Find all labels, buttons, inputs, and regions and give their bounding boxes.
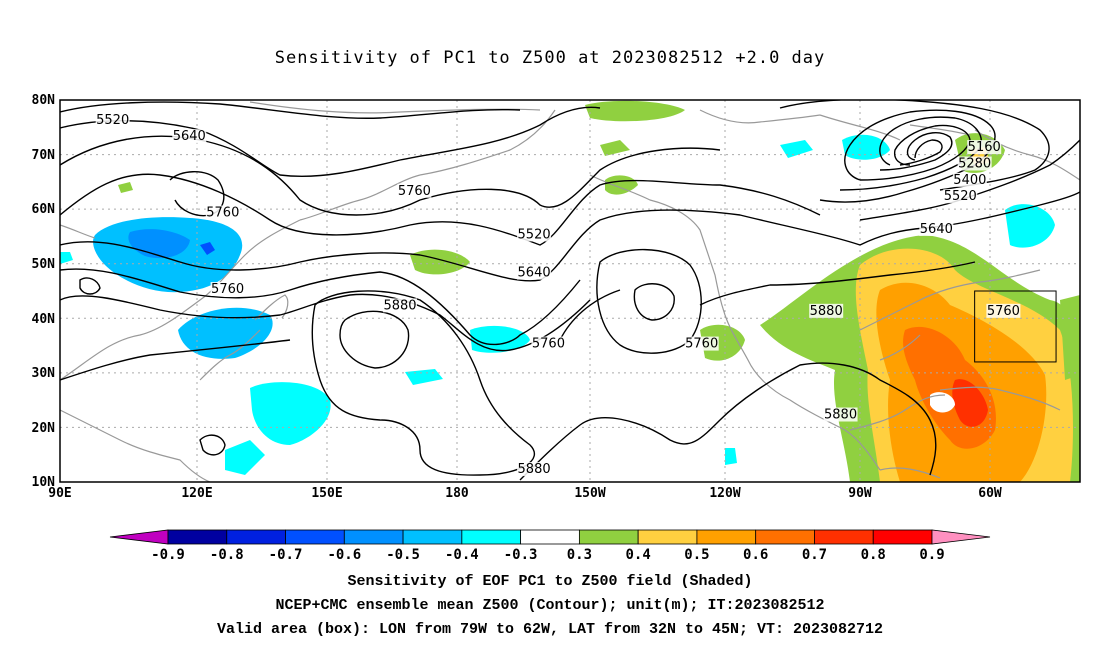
colorbar-tick-label: 0.3 xyxy=(567,547,592,563)
contour-label: 5760 xyxy=(398,184,431,199)
lat-label: 30N xyxy=(32,366,56,381)
contour-label-bg xyxy=(986,303,1021,318)
colorbar-cell xyxy=(461,529,522,545)
lon-label: 90W xyxy=(848,486,872,501)
contour-label: 5640 xyxy=(518,266,551,281)
colorbar-cell xyxy=(755,529,815,545)
colorbar-tick-label: -0.4 xyxy=(445,547,479,563)
colorbar-tick-label: 0.6 xyxy=(743,547,768,563)
colorbar: -0.9 -0.8 -0.7 -0.6 -0.5 -0.4 -0.3 0.3 0.4 0.5 0.6… xyxy=(109,529,991,563)
lat-label: 60N xyxy=(32,202,56,217)
colorbar-tick-label: 0.4 xyxy=(626,547,651,563)
lon-label: 60W xyxy=(978,486,1002,501)
longitude-axis: 90E 120E 150E 180 150W 120W 90W 60W xyxy=(48,486,1002,501)
contour-label: 5880 xyxy=(824,408,857,423)
colorbar-tick-label: -0.9 xyxy=(151,547,185,563)
lon-label: 120W xyxy=(709,486,740,501)
contour-label: 5640 xyxy=(173,129,206,144)
lon-label: 120E xyxy=(181,486,212,501)
contour-label: 5760 xyxy=(532,337,565,352)
contour-label: 5760 xyxy=(987,304,1020,319)
colorbar-tick-label: -0.5 xyxy=(386,547,420,563)
colorbar-tick-label: 0.9 xyxy=(919,547,944,563)
contour-label-bg xyxy=(95,112,130,127)
contour-label-bg xyxy=(205,205,240,220)
colorbar-right-arrow xyxy=(931,529,991,545)
z500-contours xyxy=(60,100,1080,481)
contour-label-bg xyxy=(210,282,245,296)
contour-label: 5280 xyxy=(958,156,991,171)
lat-label: 70N xyxy=(32,148,56,163)
lat-label: 10N xyxy=(32,475,56,490)
colorbar-tick-label: -0.3 xyxy=(504,547,538,563)
contour-label: 5760 xyxy=(211,282,244,297)
lat-label: 40N xyxy=(32,312,56,327)
contour-label-bg xyxy=(517,265,552,280)
contour-label-bg xyxy=(823,407,858,422)
contour-label: 5760 xyxy=(206,206,239,221)
map-frame xyxy=(59,99,1081,483)
contour-label: 5880 xyxy=(383,298,416,313)
colorbar-cell xyxy=(814,529,874,545)
contour-label-bg xyxy=(967,140,1002,155)
contour-label: 5400 xyxy=(953,173,986,188)
caption-line-3: Valid area (box): LON from 79W to 62W, L… xyxy=(216,621,884,638)
lon-label: 90E xyxy=(48,486,71,501)
contour-label: 5520 xyxy=(96,113,129,128)
lat-label: 80N xyxy=(32,93,56,108)
colorbar-cell xyxy=(226,529,286,545)
caption-line-2: NCEP+CMC ensemble mean Z500 (Contour); u… xyxy=(275,597,825,614)
contour-label-bg xyxy=(943,189,978,204)
colorbar-tick-label: 0.8 xyxy=(861,547,886,563)
contour-label: 5520 xyxy=(944,189,977,204)
colorbar-tick-label: -0.6 xyxy=(327,547,361,563)
latitude-axis: 80N 70N 60N 50N 40N 30N 20N 10N xyxy=(32,93,56,490)
colorbar-cell xyxy=(402,529,463,545)
contour-label: 5160 xyxy=(968,140,1001,155)
contour-label-bg xyxy=(383,298,417,313)
colorbar-cell xyxy=(285,529,345,545)
colorbar-tick-label: -0.8 xyxy=(210,547,244,563)
colorbar-cell xyxy=(696,529,757,545)
contour-label-bg xyxy=(684,336,719,351)
contour-labels: 5520 5640 5760 5760 5880 5520 5640 5760 5760 5760… xyxy=(95,112,1021,477)
contour-label-bg xyxy=(517,227,552,242)
colorbar-cell xyxy=(872,529,933,545)
colorbar-cell xyxy=(578,529,639,545)
lon-label: 150E xyxy=(311,486,342,501)
valid-area-box xyxy=(974,290,1057,363)
caption-line-1: Sensitivity of EOF PC1 to Z500 field (Sh… xyxy=(347,573,753,590)
lon-label: 150W xyxy=(574,486,605,501)
contour-label: 5880 xyxy=(810,304,843,319)
colorbar-tick-label: 0.7 xyxy=(802,547,827,563)
lat-label: 50N xyxy=(32,257,56,272)
contour-label-bg xyxy=(957,156,992,171)
colorbar-left-arrow xyxy=(109,529,169,545)
contour-label-bg xyxy=(517,462,552,477)
colorbar-tick-label: 0.5 xyxy=(684,547,709,563)
contour-label: 5760 xyxy=(685,337,718,352)
lon-label: 180 xyxy=(445,486,469,501)
plot-title: Sensitivity of PC1 to Z500 at 2023082512… xyxy=(274,48,826,68)
contour-label-bg xyxy=(172,129,207,144)
colorbar-cell xyxy=(520,529,580,545)
lat-label: 20N xyxy=(32,421,56,436)
contour-label-bg xyxy=(952,172,987,187)
contour-label-bg xyxy=(397,183,432,198)
contour-label-bg xyxy=(531,336,566,351)
contour-label: 5880 xyxy=(518,462,551,477)
colorbar-tick-label: -0.7 xyxy=(269,547,303,563)
contour-label-bg xyxy=(809,303,844,318)
colorbar-cell xyxy=(637,529,698,545)
colorbar-cell xyxy=(343,529,404,545)
colorbar-cell xyxy=(167,529,228,545)
contour-label: 5520 xyxy=(518,227,551,242)
contour-label-bg xyxy=(919,221,954,236)
contour-label: 5640 xyxy=(920,222,953,237)
